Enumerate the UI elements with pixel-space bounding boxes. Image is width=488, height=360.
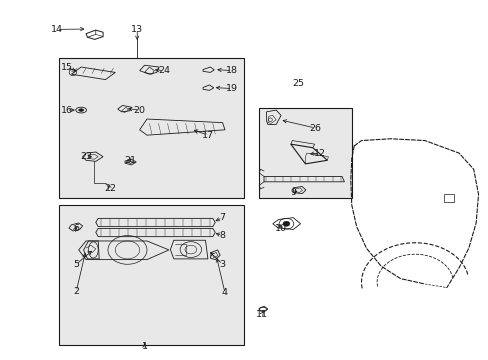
Text: 2: 2: [73, 287, 79, 296]
Text: 15: 15: [61, 63, 72, 72]
Bar: [259, 108, 351, 198]
Text: 24: 24: [158, 66, 170, 75]
Bar: [59, 205, 244, 345]
Text: 7: 7: [219, 213, 225, 222]
Bar: [59, 58, 244, 198]
Text: 19: 19: [226, 84, 238, 93]
Ellipse shape: [79, 109, 83, 111]
Text: 6: 6: [73, 224, 79, 233]
Text: 20: 20: [133, 105, 145, 114]
Text: 17: 17: [202, 131, 213, 140]
Text: 22: 22: [104, 184, 116, 193]
Text: 21: 21: [123, 156, 136, 165]
Text: 5: 5: [73, 260, 79, 269]
Text: 16: 16: [61, 105, 72, 114]
Circle shape: [283, 221, 289, 226]
Text: 25: 25: [291, 79, 304, 88]
Text: 10: 10: [275, 224, 286, 233]
Text: 12: 12: [313, 149, 325, 158]
Text: 9: 9: [290, 188, 296, 197]
Text: 13: 13: [131, 25, 143, 34]
Text: 26: 26: [308, 123, 321, 132]
Text: 23: 23: [80, 152, 92, 161]
Text: 8: 8: [219, 231, 225, 240]
Bar: [444, 194, 453, 202]
Text: 1: 1: [141, 342, 147, 351]
Text: 18: 18: [226, 66, 238, 75]
Text: 4: 4: [222, 288, 227, 297]
Text: 11: 11: [255, 310, 267, 319]
Text: 3: 3: [219, 260, 225, 269]
Text: 14: 14: [51, 25, 62, 34]
